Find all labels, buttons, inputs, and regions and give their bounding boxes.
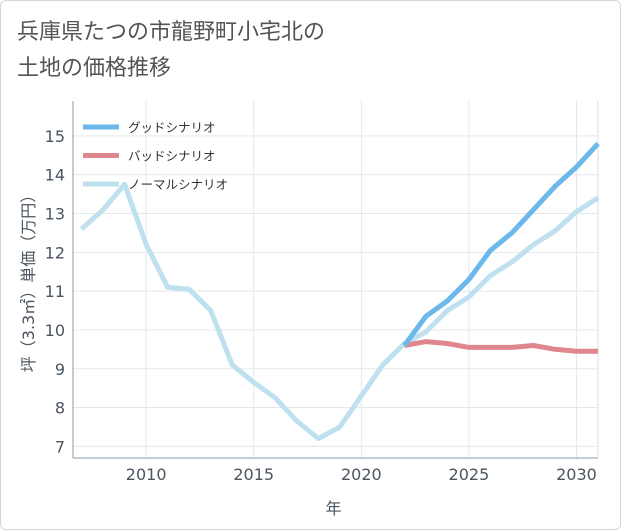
chart-title-line-1: 兵庫県たつの市龍野町小宅北の bbox=[17, 20, 326, 45]
series-line-2 bbox=[403, 339, 598, 354]
y-tick-label: 14 bbox=[45, 166, 65, 185]
legend-label-1: グッドシナリオ bbox=[128, 120, 216, 135]
x-axis-label: 年 bbox=[325, 499, 341, 518]
y-tick-label: 7 bbox=[55, 437, 65, 456]
y-tick-label: 10 bbox=[45, 321, 65, 340]
y-tick-label: 9 bbox=[55, 360, 65, 379]
y-tick-label: 15 bbox=[45, 127, 65, 146]
series-line-3 bbox=[79, 181, 600, 442]
x-tick-label: 2030 bbox=[556, 465, 597, 484]
x-tick-label: 2020 bbox=[341, 465, 382, 484]
y-tick-label: 12 bbox=[45, 243, 65, 262]
chart-title: 兵庫県たつの市龍野町小宅北の 土地の価格推移 bbox=[17, 15, 325, 87]
legend-label-2: バッドシナリオ bbox=[128, 149, 216, 164]
y-axis-label: 坪（3.3㎡）単価（万円） bbox=[19, 187, 38, 372]
series-line-1 bbox=[402, 142, 600, 347]
x-tick-label: 2010 bbox=[126, 465, 167, 484]
x-tick-label: 2025 bbox=[449, 465, 490, 484]
y-tick-label: 11 bbox=[45, 282, 65, 301]
chart-title-line-2: 土地の価格推移 bbox=[17, 56, 172, 81]
legend-label-3: ノーマルシナリオ bbox=[128, 177, 228, 192]
y-tick-label: 8 bbox=[55, 399, 65, 418]
x-tick-label: 2015 bbox=[233, 465, 274, 484]
y-tick-label: 13 bbox=[45, 205, 65, 224]
